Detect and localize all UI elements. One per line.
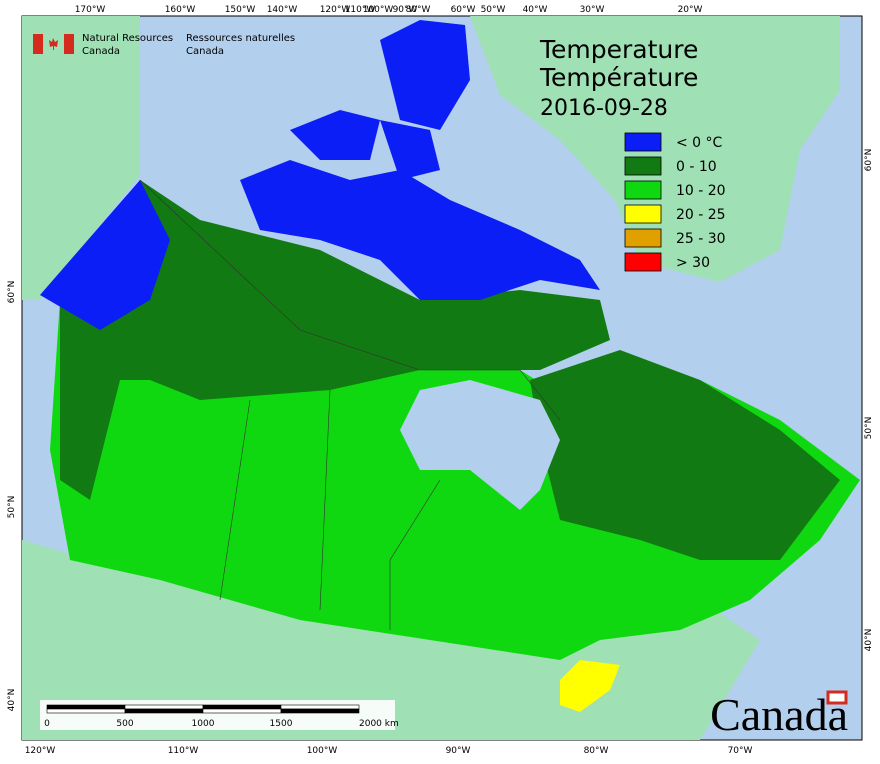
lat-label: 50°N [864,417,874,440]
lon-label: 140°W [267,5,298,15]
legend-label: 20 - 25 [676,207,726,223]
wordmark: Canada [710,689,848,740]
lon-label: 110°W [345,5,376,15]
zone [380,20,470,130]
lon-label: 60°W [451,5,476,15]
scale-bg [40,700,395,730]
lon-label: 120°W [320,5,351,15]
border [319,389,331,611]
legend-swatch [624,132,662,152]
lon-label: 100°W [363,5,394,15]
maple-leaf [49,38,58,50]
lon-label: 80°W [584,746,609,756]
scale-seg [202,704,282,710]
border [219,399,251,601]
zone [560,660,620,712]
zone [40,180,170,330]
scale-label: 2000 km [359,719,399,729]
scale-label: 1500 [270,719,293,729]
border [389,479,441,630]
lon-label: 100°W [307,746,338,756]
legend-swatch [624,156,662,176]
header-text: Natural Resources [82,33,173,44]
title: Temperature [539,35,698,64]
legend: < 0 °C 0 - 10 10 - 20 20 - 25 25 - 30 > 30 [624,132,726,272]
legend-swatch [624,228,662,248]
lon-label: 30°W [580,5,605,15]
lon-label: 160°W [165,5,196,15]
lon-label: 150°W [225,5,256,15]
scale-bar: 0 500 1000 1500 2000 km [40,700,399,730]
scale-seg [46,704,126,710]
lon-label: 110°W [168,746,199,756]
lon-label: 90°W [393,5,418,15]
wordmark-flag [826,690,848,705]
flag-bar [64,34,74,54]
hudson-bay [400,380,560,510]
scale-label: 0 [44,719,50,729]
scale-seg [46,708,126,714]
header-text: Canada [186,46,224,57]
scale-seg [280,708,360,714]
lon-label: 170°W [75,5,106,15]
alaska [22,16,140,300]
zone [530,350,840,560]
lon-label: 40°W [523,5,548,15]
header-text: Canada [82,46,120,57]
scale-label: 1000 [192,719,215,729]
zone [380,120,440,180]
scale-seg [202,708,282,714]
title: Température [539,63,698,92]
legend-label: 0 - 10 [676,159,717,175]
legend-swatch [624,252,662,272]
lat-label: 50°N [7,496,17,519]
lat-label: 40°N [7,689,17,712]
lon-label: 70°W [728,746,753,756]
legend-label: 10 - 20 [676,183,726,199]
logo: Natural Resources Canada Ressources natu… [33,33,295,57]
header-text: Ressources naturelles [186,33,295,44]
zone [240,160,600,300]
lon-label: 50°W [481,5,506,15]
legend-swatch [624,204,662,224]
lon-label: 20°W [678,5,703,15]
zone [200,220,610,370]
lat-label: 60°N [7,281,17,304]
lon-label: 90°W [446,746,471,756]
scale-label: 500 [116,719,133,729]
lon-label: 80°W [406,5,431,15]
lat-label: 60°N [864,149,874,172]
legend-label: 25 - 30 [676,231,726,247]
scale-seg [280,704,360,710]
lon-label: 120°W [25,746,56,756]
legend-label: > 30 [676,255,710,271]
border [139,179,561,421]
canada [40,20,860,712]
legend-label: < 0 °C [676,135,723,151]
scale-seg [124,708,204,714]
legend-swatch [624,180,662,200]
date: 2016-09-28 [540,96,668,121]
lat-label: 40°N [864,629,874,652]
flag-bar [33,34,43,54]
scale-seg [124,704,204,710]
zone [290,110,380,160]
